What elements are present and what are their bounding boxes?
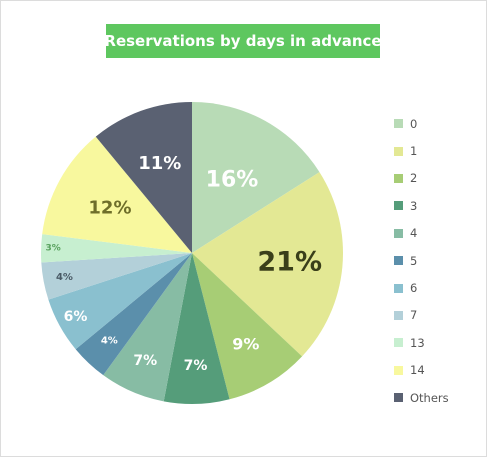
legend-swatch	[394, 146, 403, 156]
pie-slice-14[interactable]	[42, 136, 193, 253]
pie-slice-7[interactable]	[41, 253, 193, 300]
legend-label: 13	[410, 335, 425, 350]
pie-slice-Others[interactable]	[95, 102, 192, 253]
legend-swatch	[394, 119, 403, 129]
legend-item-Others[interactable]: Others	[394, 384, 484, 411]
legend-item-2[interactable]: 2	[394, 165, 484, 192]
slice-label-6: 6%	[64, 309, 88, 325]
slice-label-5: 4%	[101, 336, 118, 347]
legend-item-1[interactable]: 1	[394, 137, 484, 164]
legend-label: Others	[410, 390, 449, 405]
slice-label-3: 7%	[184, 358, 208, 374]
legend-swatch	[394, 338, 403, 348]
pie-slice-13[interactable]	[41, 234, 193, 263]
slice-label-4: 7%	[133, 353, 157, 369]
slice-label-13: 3%	[46, 244, 61, 254]
legend-label: 0	[410, 116, 418, 131]
legend-label: 2	[410, 171, 418, 186]
legend-item-14[interactable]: 14	[394, 357, 484, 384]
chart-title-banner: Reservations by days in advance	[104, 24, 382, 58]
legend-swatch	[394, 393, 403, 403]
chart-legend: 0 1 2 3 4 5 6 7 13 14 Others	[394, 110, 484, 411]
slice-label-0: 16%	[206, 168, 259, 193]
slice-label-14: 12%	[88, 197, 131, 218]
legend-item-4[interactable]: 4	[394, 220, 484, 247]
legend-item-0[interactable]: 0	[394, 110, 484, 137]
legend-swatch	[394, 310, 403, 320]
legend-swatch	[394, 228, 403, 238]
legend-label: 5	[410, 253, 418, 268]
legend-label: 3	[410, 198, 418, 213]
legend-item-7[interactable]: 7	[394, 302, 484, 329]
legend-label: 7	[410, 308, 418, 323]
slice-label-1: 21%	[257, 247, 322, 278]
legend-swatch	[394, 201, 403, 211]
legend-item-6[interactable]: 6	[394, 274, 484, 301]
pie-slice-3[interactable]	[163, 253, 230, 404]
slice-label-Others: 11%	[138, 153, 181, 174]
slice-label-2: 9%	[232, 334, 259, 353]
pie-slice-4[interactable]	[103, 253, 192, 402]
legend-item-13[interactable]: 13	[394, 329, 484, 356]
pie-slice-1[interactable]	[192, 172, 343, 357]
legend-label: 14	[410, 363, 425, 378]
legend-label: 4	[410, 226, 418, 241]
legend-swatch	[394, 365, 403, 375]
pie-slice-2[interactable]	[192, 253, 303, 400]
pie-slice-0[interactable]	[192, 102, 320, 253]
slice-label-7: 4%	[56, 272, 73, 283]
legend-label: 1	[410, 144, 418, 159]
chart-title: Reservations by days in advance	[104, 32, 382, 50]
legend-label: 6	[410, 281, 418, 296]
legend-item-5[interactable]: 5	[394, 247, 484, 274]
legend-swatch	[394, 256, 403, 266]
pie-slice-5[interactable]	[75, 253, 192, 376]
legend-swatch	[394, 283, 403, 293]
legend-item-3[interactable]: 3	[394, 192, 484, 219]
pie-slice-6[interactable]	[48, 253, 192, 350]
legend-swatch	[394, 173, 403, 183]
